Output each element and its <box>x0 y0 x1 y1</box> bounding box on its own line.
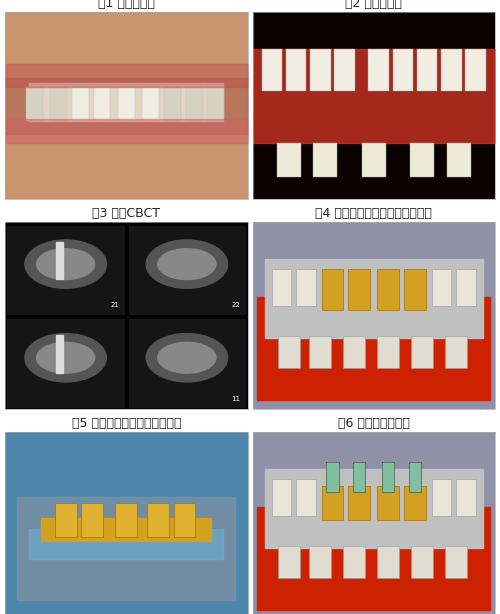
Bar <box>164 87 181 120</box>
Bar <box>116 503 137 537</box>
Bar <box>286 50 306 91</box>
Bar <box>8 319 124 407</box>
Bar <box>264 259 483 338</box>
Bar <box>441 50 462 91</box>
Bar <box>128 319 245 407</box>
Bar <box>50 87 67 120</box>
Text: 图6 设计临时修复体: 图6 设计临时修复体 <box>338 417 409 430</box>
Bar <box>322 486 344 520</box>
Bar <box>94 87 110 120</box>
Ellipse shape <box>25 240 106 289</box>
Bar <box>353 462 366 492</box>
Ellipse shape <box>146 240 228 289</box>
Text: 图5 设计种植体位置与多级导板: 图5 设计种植体位置与多级导板 <box>72 417 181 430</box>
Bar <box>128 226 245 314</box>
Bar <box>26 87 42 120</box>
Bar <box>278 546 300 578</box>
Bar <box>264 469 483 548</box>
Bar <box>417 50 438 91</box>
Text: 图4 构建数字化模型并设计修复体: 图4 构建数字化模型并设计修复体 <box>316 207 432 220</box>
Bar <box>208 87 224 120</box>
Bar <box>258 297 490 400</box>
Bar <box>348 486 370 520</box>
Bar <box>378 336 399 368</box>
Text: 11: 11 <box>231 396 240 402</box>
Bar <box>409 462 421 492</box>
Bar <box>56 335 63 373</box>
Bar <box>262 50 282 91</box>
Bar <box>368 50 389 91</box>
Bar <box>82 503 103 537</box>
Bar <box>277 143 301 177</box>
Bar <box>446 336 467 368</box>
Bar <box>310 50 330 91</box>
Bar <box>310 546 332 578</box>
Bar <box>334 50 355 91</box>
Ellipse shape <box>25 333 106 382</box>
Text: 21: 21 <box>110 302 119 308</box>
Bar <box>142 87 159 120</box>
Bar <box>404 269 426 310</box>
Bar <box>186 87 202 120</box>
Bar <box>446 546 467 578</box>
Text: 图1 术前微笑像: 图1 术前微笑像 <box>98 0 154 10</box>
Bar <box>8 226 124 314</box>
Text: 图2 术前口内像: 图2 术前口内像 <box>346 0 402 10</box>
Bar <box>378 486 399 520</box>
Bar <box>348 269 370 310</box>
Bar <box>382 462 394 492</box>
Bar <box>378 269 398 306</box>
Bar <box>344 336 365 368</box>
Bar <box>432 269 452 306</box>
Bar <box>404 486 426 520</box>
Bar <box>54 503 76 537</box>
Bar <box>72 87 88 120</box>
Ellipse shape <box>146 333 228 382</box>
Ellipse shape <box>36 249 94 279</box>
Bar <box>446 143 471 177</box>
Bar <box>410 143 434 177</box>
Bar <box>392 50 413 91</box>
Bar <box>278 336 300 368</box>
Bar <box>296 479 316 516</box>
Bar <box>56 242 63 279</box>
Bar <box>174 503 196 537</box>
Bar <box>466 50 486 91</box>
Bar <box>344 546 365 578</box>
Bar <box>147 503 169 537</box>
Bar <box>272 479 291 516</box>
Bar <box>323 269 342 306</box>
Bar <box>350 269 369 306</box>
Bar <box>322 269 344 310</box>
Bar <box>118 87 134 120</box>
Bar <box>42 518 211 540</box>
Bar <box>362 143 386 177</box>
Bar <box>456 269 475 306</box>
Bar <box>310 336 332 368</box>
Bar <box>272 269 291 306</box>
Bar <box>313 143 338 177</box>
Bar <box>296 269 316 306</box>
Bar <box>29 529 223 559</box>
Bar <box>17 497 235 600</box>
Bar <box>412 336 433 368</box>
Bar <box>432 479 452 516</box>
Bar <box>378 546 399 578</box>
Bar <box>258 507 490 610</box>
Text: 图3 术前CBCT: 图3 术前CBCT <box>92 207 160 220</box>
Ellipse shape <box>158 343 216 373</box>
Bar <box>456 479 475 516</box>
Bar <box>326 462 338 492</box>
Bar <box>378 269 399 310</box>
Bar <box>412 546 433 578</box>
Bar <box>406 269 424 306</box>
Ellipse shape <box>158 249 216 279</box>
Ellipse shape <box>36 343 94 373</box>
Text: 22: 22 <box>232 302 240 308</box>
